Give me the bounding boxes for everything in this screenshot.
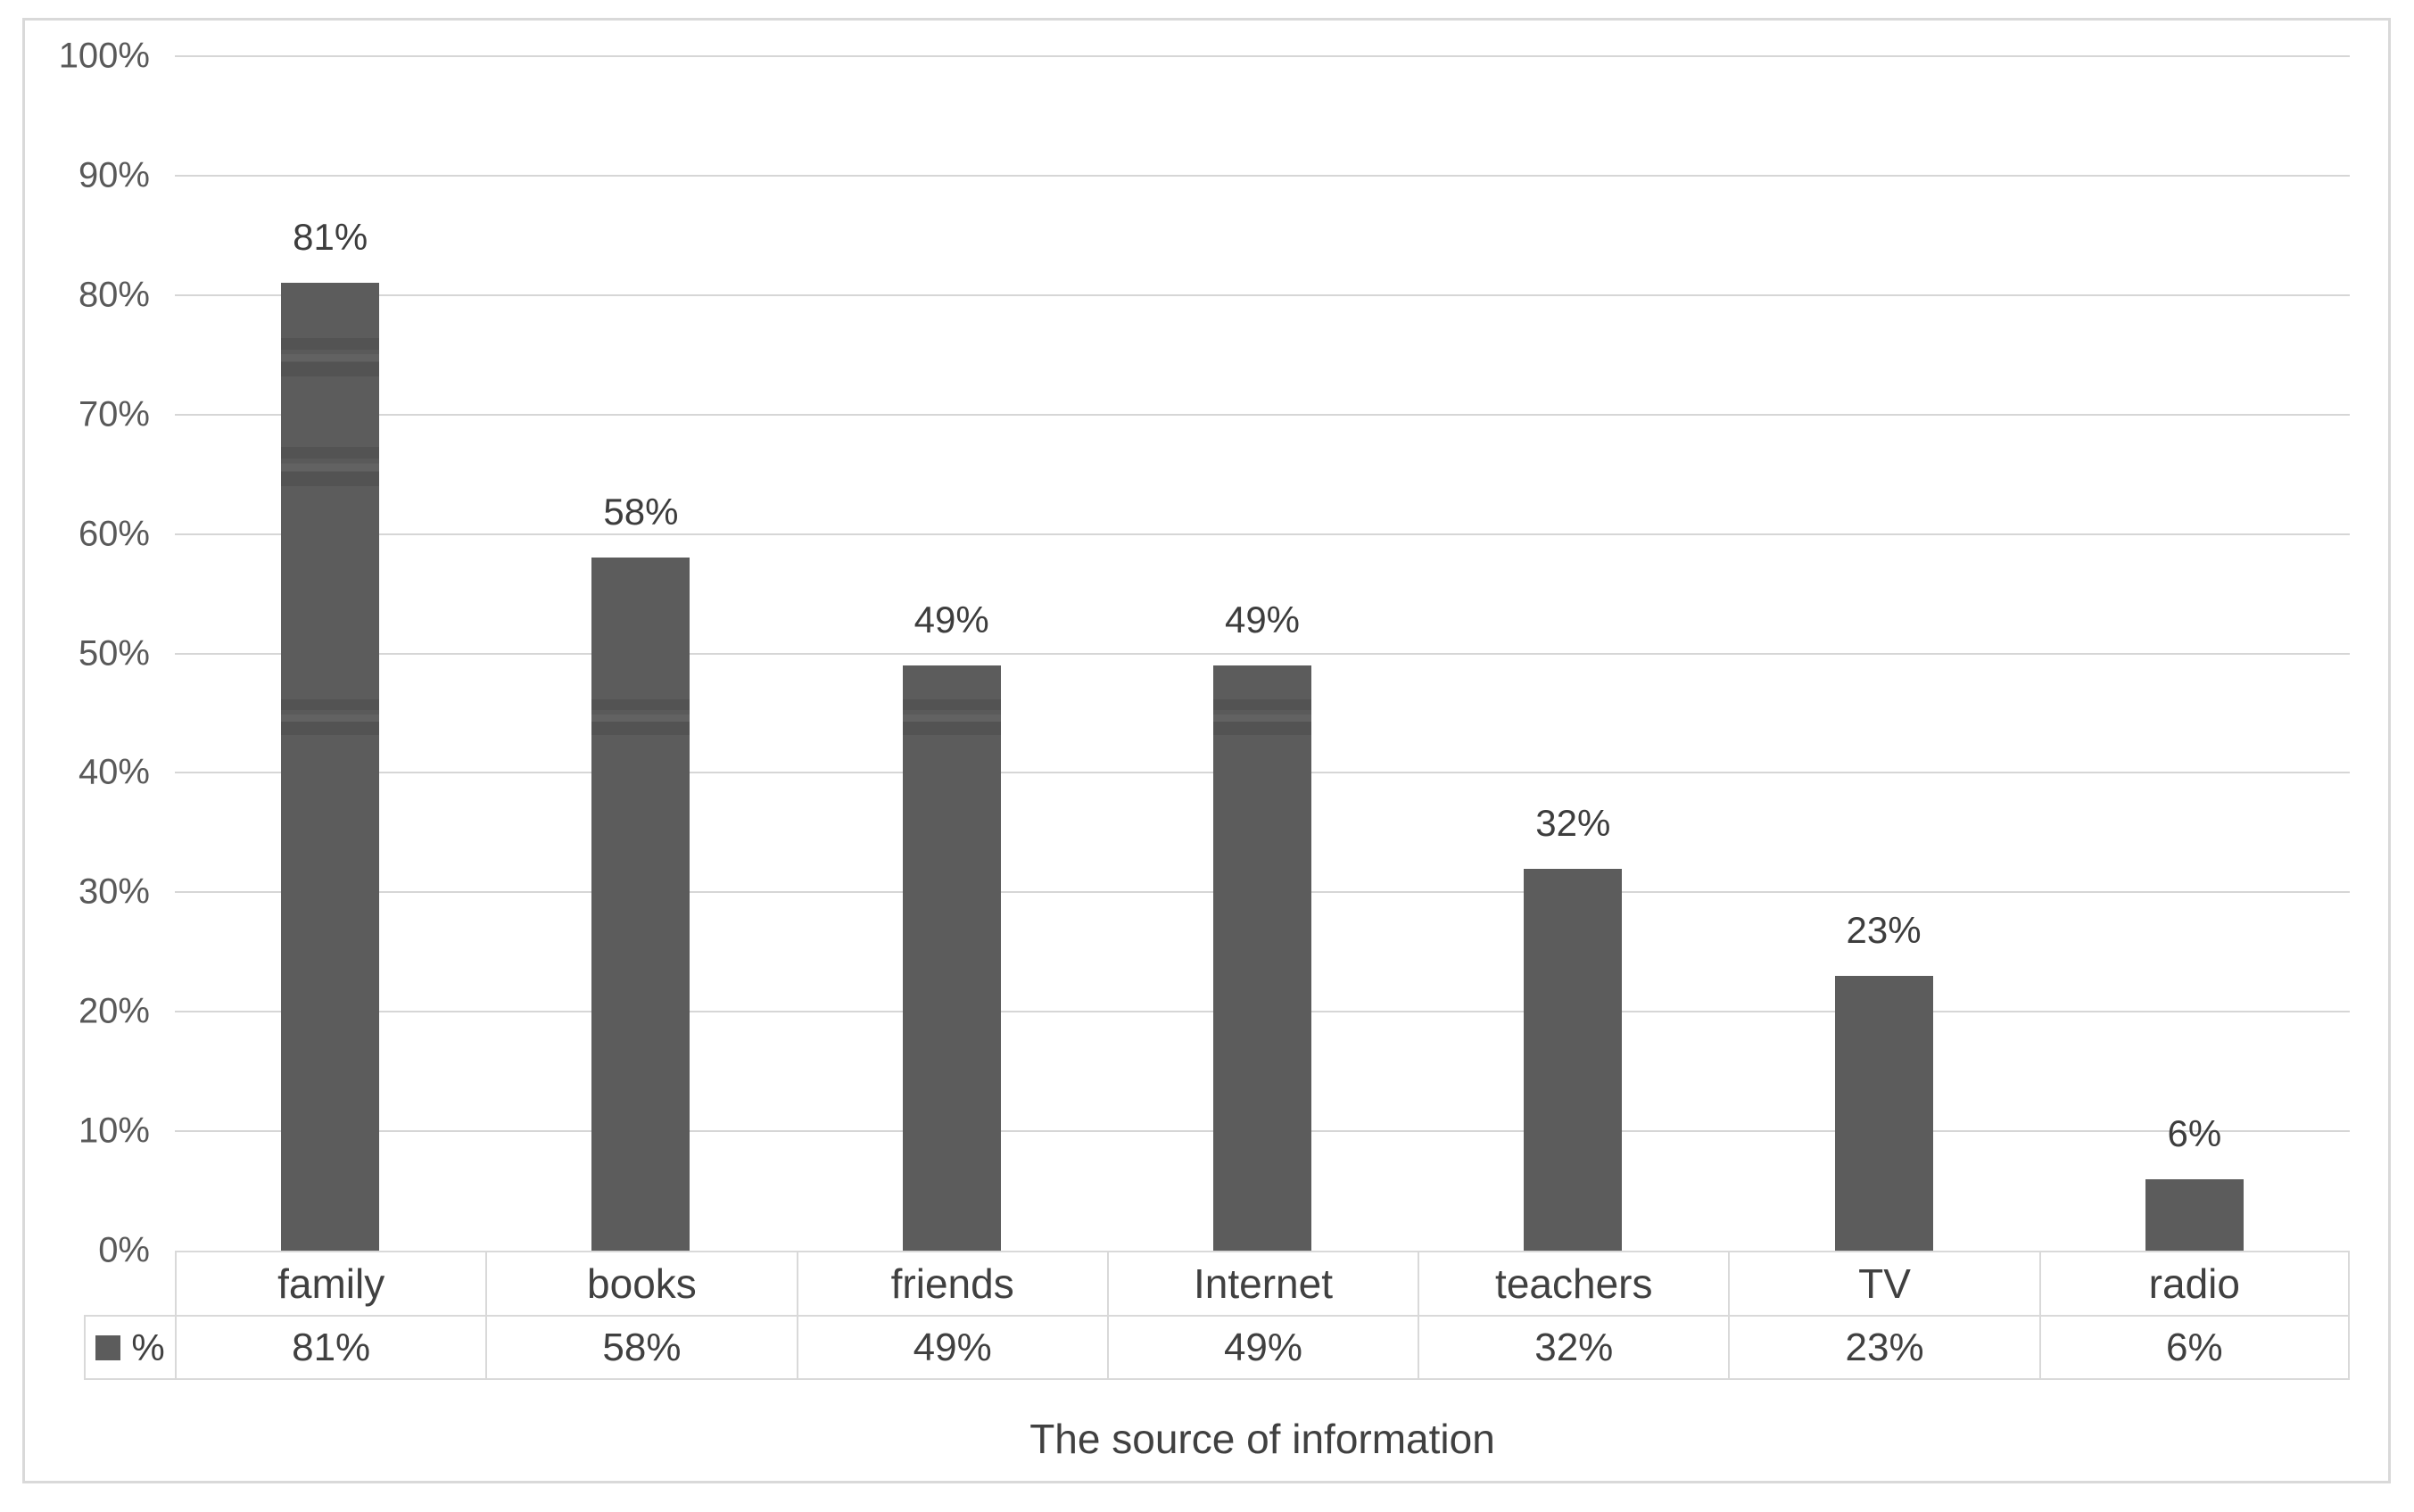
bar-value-label-books: 58%	[603, 491, 679, 533]
table-value-cell-teachers: 32%	[1418, 1315, 1729, 1380]
chart-frame	[22, 18, 2391, 1483]
plot-area: 81% 58% 49% 49% 32% 23% 6%	[175, 55, 2350, 1251]
bar-value-label-TV: 23%	[1846, 909, 1922, 952]
x-axis-title: The source of information	[1029, 1416, 1495, 1462]
bar-TV	[1834, 976, 1933, 1251]
chart-data-table: family books friends Internet teachers TV radi…	[84, 1251, 2350, 1380]
legend-series-label: %	[131, 1326, 165, 1368]
table-header-cell-books: books	[485, 1251, 797, 1315]
table-header-cell-Internet: Internet	[1106, 1251, 1418, 1315]
bar-value-label-radio: 6%	[2167, 1111, 2222, 1154]
bar-band-artifact	[591, 699, 690, 735]
bar-band-artifact	[281, 699, 380, 735]
y-tick-label-100%: 100%	[58, 36, 150, 76]
bar-family	[281, 283, 380, 1251]
y-tick-label-90%: 90%	[78, 155, 150, 195]
bar-band-artifact	[281, 447, 380, 486]
bar-teachers	[1524, 868, 1623, 1251]
bar-radio	[2145, 1178, 2244, 1251]
table-header-cell-teachers: teachers	[1418, 1251, 1729, 1315]
bar-band-artifact	[281, 338, 380, 376]
bar-band-artifact	[902, 699, 1001, 735]
y-tick-label-0%: 0%	[98, 1230, 150, 1270]
table-value-cell-books: 58%	[485, 1315, 797, 1380]
series-color-swatch-icon	[95, 1334, 121, 1360]
data-table-category-row: family books friends Internet teachers TV radi…	[84, 1251, 2350, 1315]
y-tick-label-10%: 10%	[78, 1111, 150, 1151]
y-tick-label-70%: 70%	[78, 394, 150, 434]
bar-value-label-family: 81%	[293, 216, 368, 259]
gridline-100	[175, 55, 2350, 57]
bar-value-label-Internet: 49%	[1224, 598, 1301, 640]
y-tick-label-30%: 30%	[78, 872, 150, 912]
bar-band-artifact	[1213, 699, 1311, 735]
bar-Internet	[1213, 665, 1311, 1251]
y-tick-label-80%: 80%	[78, 275, 150, 315]
y-tick-label-50%: 50%	[78, 633, 150, 673]
table-value-cell-TV: 23%	[1728, 1315, 2039, 1380]
table-header-cell-family: family	[175, 1251, 486, 1315]
gridline-50	[175, 652, 2350, 655]
gridline-80	[175, 293, 2350, 296]
bar-friends	[902, 665, 1001, 1251]
data-table-corner-spacer	[84, 1251, 175, 1315]
legend-key-cell: %	[84, 1315, 175, 1380]
table-value-cell-radio: 6%	[2038, 1315, 2350, 1380]
y-tick-label-20%: 20%	[78, 991, 150, 1031]
table-value-cell-friends: 49%	[796, 1315, 1107, 1380]
gridline-60	[175, 533, 2350, 535]
y-tick-label-60%: 60%	[78, 514, 150, 554]
bar-value-label-friends: 49%	[914, 598, 989, 640]
table-value-cell-family: 81%	[175, 1315, 486, 1380]
bar-value-label-teachers: 32%	[1535, 801, 1611, 844]
data-table-value-row: % 81% 58% 49% 49% 32% 23% 6%	[84, 1315, 2350, 1380]
table-value-cell-Internet: 49%	[1106, 1315, 1418, 1380]
gridline-90	[175, 174, 2350, 177]
bar-books	[591, 558, 690, 1251]
gridline-70	[175, 413, 2350, 416]
table-header-cell-friends: friends	[796, 1251, 1107, 1315]
y-tick-label-40%: 40%	[78, 752, 150, 792]
table-header-cell-TV: TV	[1728, 1251, 2039, 1315]
table-header-cell-radio: radio	[2038, 1251, 2350, 1315]
